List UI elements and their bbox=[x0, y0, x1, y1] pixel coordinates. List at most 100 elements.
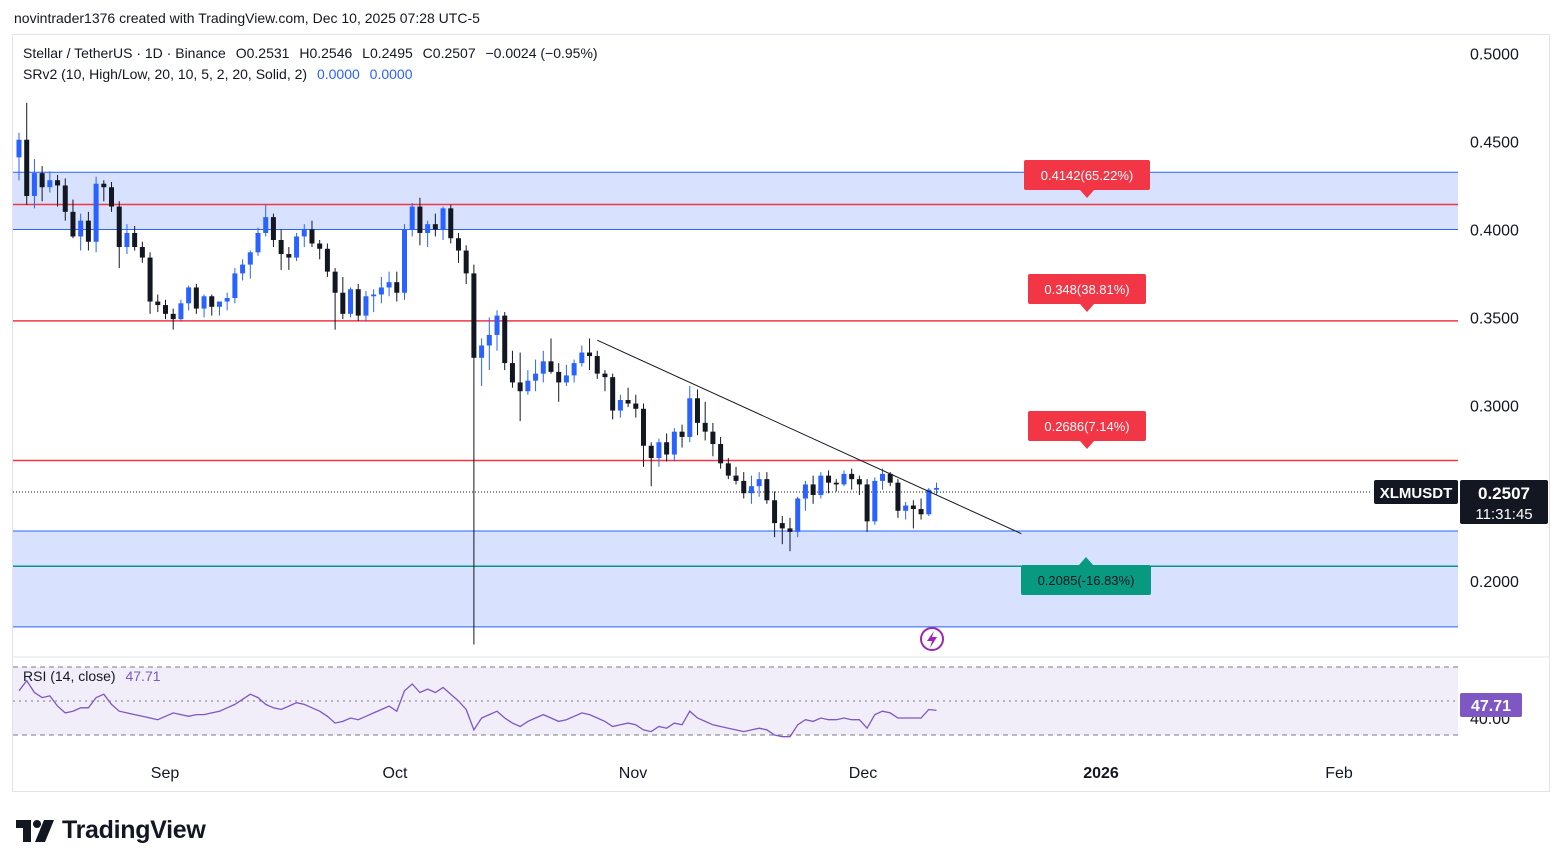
candle-body bbox=[147, 257, 153, 302]
descending-trendline bbox=[597, 339, 1022, 535]
candle-body bbox=[671, 431, 677, 455]
ohlc-close: C0.2507 bbox=[422, 45, 476, 61]
candle-body bbox=[718, 443, 724, 464]
candle-body bbox=[810, 484, 816, 495]
candle-body bbox=[85, 220, 91, 242]
rsi-value-badge-text: 47.71 bbox=[1471, 698, 1511, 715]
candle-body bbox=[802, 484, 808, 499]
candle-body bbox=[748, 486, 754, 494]
candle-body bbox=[24, 139, 30, 197]
candle-body bbox=[887, 473, 893, 483]
tradingview-logo[interactable]: TradingView bbox=[16, 816, 206, 845]
candle-body bbox=[232, 273, 238, 299]
candle-body bbox=[502, 315, 508, 364]
chart-attribution: novintrader1376 created with TradingView… bbox=[14, 10, 480, 26]
candle-body bbox=[818, 475, 824, 495]
candle-body bbox=[494, 315, 500, 335]
candle-body bbox=[702, 422, 708, 432]
time-axis-tick: Feb bbox=[1325, 765, 1353, 782]
rsi-legend[interactable]: RSI (14, close) 47.71 bbox=[23, 668, 161, 684]
candle-body bbox=[849, 473, 855, 480]
level-label-text: 0.4142(65.22%) bbox=[1041, 168, 1134, 183]
candle-body bbox=[556, 371, 562, 383]
candle-body bbox=[872, 480, 878, 522]
candle-body bbox=[772, 500, 778, 524]
candle-body bbox=[725, 463, 731, 476]
time-axis-tick: 2026 bbox=[1083, 765, 1119, 782]
price-axis-tick: 0.3500 bbox=[1470, 310, 1519, 327]
candle-body bbox=[425, 224, 431, 233]
candle-body bbox=[402, 229, 407, 293]
candle-body bbox=[664, 442, 670, 455]
sr-zone bbox=[13, 531, 1458, 627]
level-label-pointer bbox=[1080, 304, 1094, 312]
candle-body bbox=[332, 271, 338, 293]
candle-body bbox=[278, 239, 284, 255]
candle-body bbox=[610, 377, 616, 411]
candle-body bbox=[787, 528, 793, 532]
candle-body bbox=[440, 208, 446, 230]
candle-body bbox=[132, 232, 138, 248]
candle-body bbox=[926, 489, 932, 515]
candle-body bbox=[571, 363, 577, 376]
candle-body bbox=[625, 400, 631, 404]
rsi-value-badge bbox=[1460, 693, 1522, 717]
candle-body bbox=[109, 187, 115, 207]
time-axis-tick: Nov bbox=[619, 765, 647, 782]
candle-body bbox=[62, 185, 68, 212]
candle-body bbox=[687, 398, 693, 437]
candle-body bbox=[540, 361, 546, 374]
candle-body bbox=[509, 363, 515, 383]
indicator-legend[interactable]: SRv2 (10, High/Low, 20, 10, 5, 2, 20, So… bbox=[23, 66, 419, 82]
candle-body bbox=[31, 173, 37, 197]
symbol-legend[interactable]: Stellar / TetherUS · 1D · Binance O0.253… bbox=[23, 45, 604, 61]
candle-body bbox=[517, 382, 523, 392]
indicator-value-1: 0.0000 bbox=[316, 66, 360, 82]
price-badge bbox=[1460, 479, 1548, 524]
level-label-box bbox=[1028, 274, 1146, 304]
candle-body bbox=[216, 301, 222, 307]
candle-body bbox=[656, 442, 662, 459]
candle-body bbox=[294, 236, 300, 258]
candle-body bbox=[455, 238, 461, 251]
candle-body bbox=[694, 398, 700, 423]
candle-body bbox=[933, 487, 939, 490]
candle-body bbox=[756, 479, 762, 487]
candle-body bbox=[903, 505, 909, 511]
candle-body bbox=[432, 224, 438, 230]
level-label-box bbox=[1021, 565, 1151, 595]
candle-body bbox=[548, 361, 554, 372]
candle-body bbox=[463, 250, 469, 274]
candle-body bbox=[371, 294, 377, 297]
candle-body bbox=[201, 296, 207, 309]
candle-body bbox=[355, 289, 361, 316]
rsi-title: RSI (14, close) bbox=[23, 668, 116, 684]
candle-body bbox=[563, 375, 569, 383]
candle-body bbox=[270, 217, 276, 240]
candle-body bbox=[533, 373, 539, 381]
candle-body bbox=[386, 282, 392, 288]
candle-body bbox=[301, 229, 307, 237]
indicator-value-2: 0.0000 bbox=[369, 66, 413, 82]
candle-body bbox=[170, 313, 176, 320]
symbol-badge-text: XLMUSDT bbox=[1380, 485, 1453, 502]
candle-body bbox=[247, 252, 253, 265]
price-axis-tick: 0.5000 bbox=[1470, 47, 1519, 64]
candle-body bbox=[39, 173, 45, 188]
candle-body bbox=[448, 208, 454, 239]
candle-body bbox=[186, 287, 192, 304]
candle-body bbox=[856, 479, 862, 485]
level-label-box bbox=[1028, 411, 1146, 441]
rsi-value: 47.71 bbox=[125, 668, 161, 684]
level-label-box bbox=[1024, 160, 1150, 190]
price-badge-text: 0.2507 bbox=[1478, 484, 1530, 503]
tradingview-logo-icon bbox=[16, 819, 54, 842]
candle-body bbox=[648, 445, 654, 459]
candle-body bbox=[587, 352, 593, 357]
candle-body bbox=[641, 408, 647, 446]
time-axis-tick: Dec bbox=[849, 765, 877, 782]
candle-body bbox=[679, 431, 685, 437]
candle-body bbox=[471, 273, 477, 358]
candle-body bbox=[826, 475, 832, 483]
